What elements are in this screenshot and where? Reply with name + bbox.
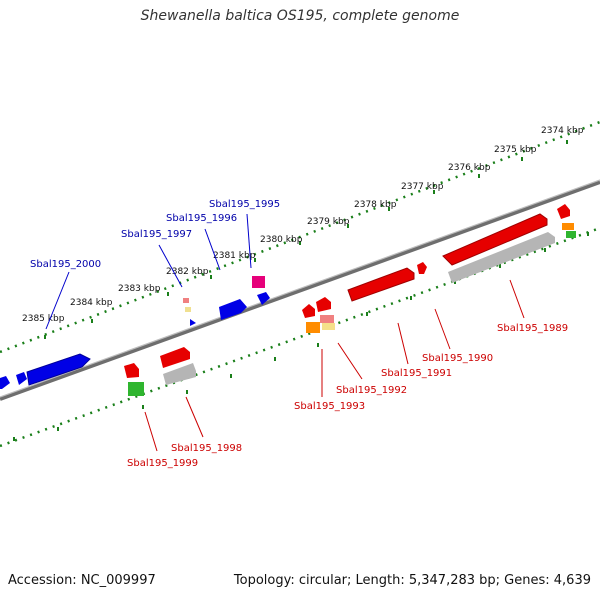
ruler-top <box>0 120 600 354</box>
ruler-label-2378: 2378 kbp <box>354 200 397 210</box>
ruler-label-2376: 2376 kbp <box>448 163 491 173</box>
gene-sbal195-1993[interactable] <box>302 304 315 318</box>
label-sbal195-1993: Sbal195_1993 <box>294 401 365 412</box>
genome-backbone <box>0 180 600 401</box>
feature-orange[interactable] <box>562 223 574 230</box>
gene-sbal195-1998-shadow[interactable] <box>163 363 196 385</box>
feature-orange-2[interactable] <box>306 322 320 333</box>
gene-sbal195-1999[interactable] <box>124 363 139 378</box>
forward-leader-lines <box>45 213 252 330</box>
ruler-label-2380: 2380 kbp <box>260 235 303 245</box>
ruler-label-2381: 2381 kbp <box>213 251 256 261</box>
gene-sbal195-1996[interactable] <box>257 292 270 305</box>
ruler-label-2382: 2382 kbp <box>166 267 209 277</box>
ruler-label-2377: 2377 kbp <box>401 182 444 192</box>
gene-sbal195-1989[interactable] <box>442 213 548 266</box>
label-sbal195-1999: Sbal195_1999 <box>127 458 198 469</box>
reverse-genes <box>124 204 576 396</box>
ruler-label-2384: 2384 kbp <box>70 298 113 308</box>
ruler-label-2374: 2374 kbp <box>541 126 584 136</box>
ruler-label-2375: 2375 kbp <box>494 145 537 155</box>
gene-right-small[interactable] <box>557 204 570 219</box>
label-sbal195-1998: Sbal195_1998 <box>171 443 242 454</box>
genome-backbone-highlight <box>0 179 600 398</box>
accession-text: Accession: NC_009997 <box>8 573 156 588</box>
genome-summary-text: Topology: circular; Length: 5,347,283 bp… <box>233 573 591 588</box>
map-title: Shewanella baltica OS195, complete genom… <box>140 8 460 24</box>
gene-sbal195-1990[interactable] <box>347 267 415 302</box>
feature-green-2[interactable] <box>128 382 144 396</box>
ruler-label-2383: 2383 kbp <box>118 284 161 294</box>
ruler-label-2379: 2379 kbp <box>307 217 350 227</box>
label-sbal195-1990: Sbal195_1990 <box>422 353 493 364</box>
gene-fwd-mid[interactable] <box>219 299 247 320</box>
ruler-bottom-ticks <box>13 232 589 441</box>
feature-light-red-2[interactable] <box>320 315 334 323</box>
gene-sbal195-2000[interactable] <box>26 353 91 386</box>
gene-sbal195-1992[interactable] <box>316 297 331 312</box>
feature-light-red[interactable] <box>183 298 189 303</box>
ruler-label-2385: 2385 kbp <box>22 314 65 324</box>
gene-sbal195-1997[interactable] <box>190 319 196 326</box>
feature-green[interactable] <box>566 231 576 238</box>
gene-sbal195-1989-shadow[interactable] <box>448 232 555 283</box>
gene-sbal195-1991[interactable] <box>417 262 427 274</box>
feature-magenta[interactable] <box>252 276 265 288</box>
feature-blocks-forward <box>183 276 265 312</box>
label-sbal195-1992: Sbal195_1992 <box>336 385 407 396</box>
feature-yellow[interactable] <box>322 323 335 330</box>
gene-sbal195-1998[interactable] <box>160 347 190 368</box>
gene-fwd-small-a[interactable] <box>16 372 27 385</box>
ruler-major-ticks <box>44 140 568 339</box>
label-sbal195-1995: Sbal195_1995 <box>209 199 280 210</box>
label-sbal195-1997: Sbal195_1997 <box>121 229 192 240</box>
gene-fwd-small-b[interactable] <box>0 376 10 389</box>
label-sbal195-1989: Sbal195_1989 <box>497 323 568 334</box>
reverse-leader-lines <box>144 279 525 452</box>
label-sbal195-1991: Sbal195_1991 <box>381 368 452 379</box>
label-sbal195-1996: Sbal195_1996 <box>166 213 237 224</box>
forward-genes <box>0 292 270 389</box>
feature-light-yellow[interactable] <box>185 307 191 312</box>
label-sbal195-2000: Sbal195_2000 <box>30 259 101 270</box>
